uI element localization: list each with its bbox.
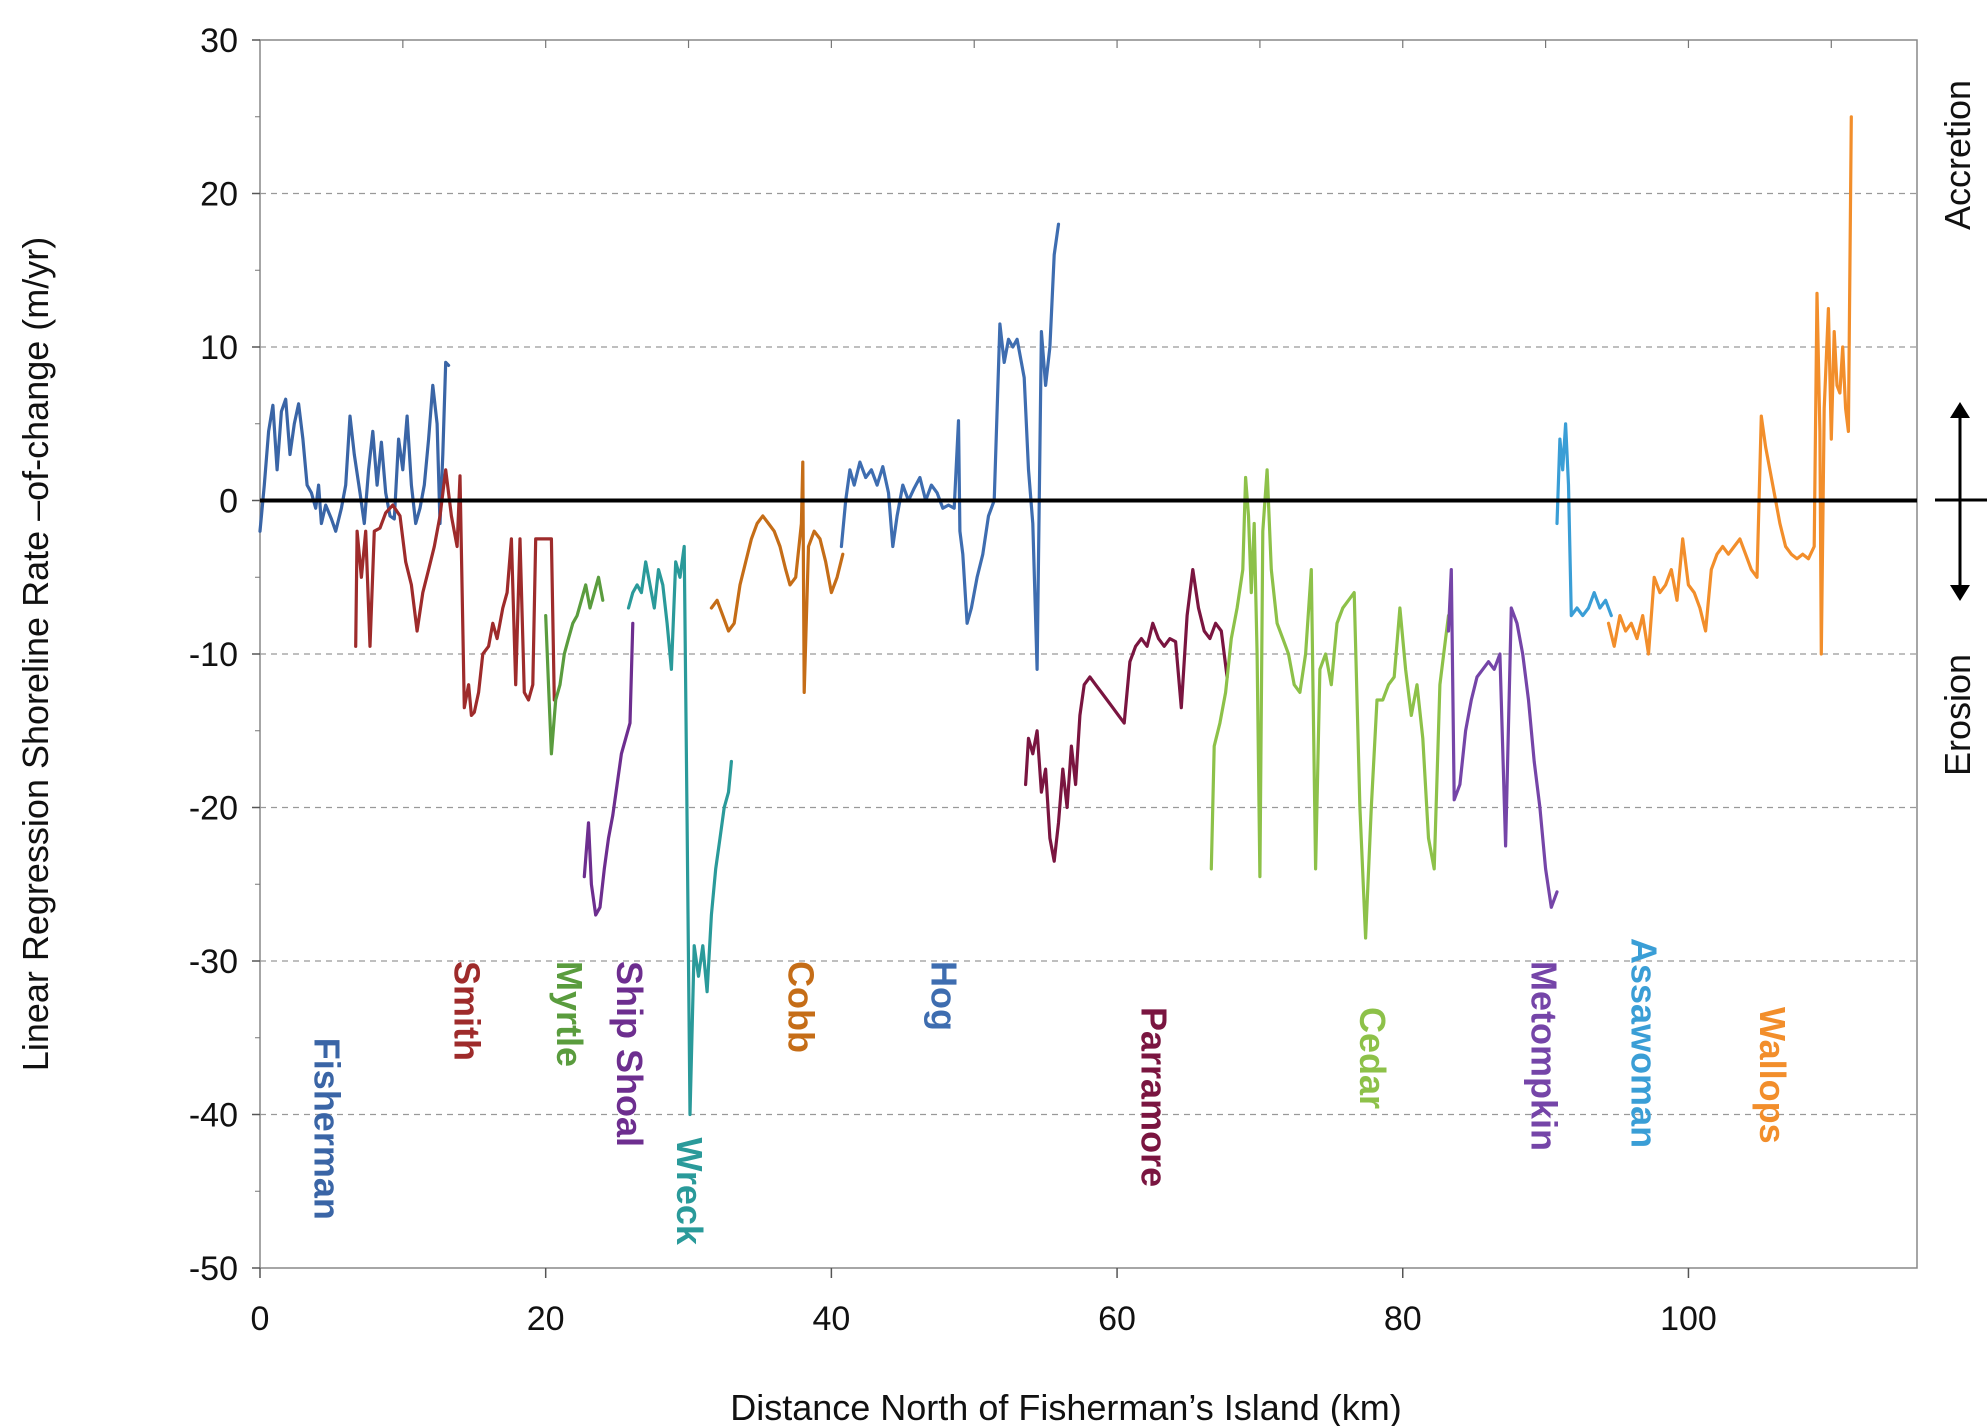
island-label-ship-shoal: Ship Shoal	[609, 961, 650, 1147]
series-line-hog	[839, 222, 1061, 671]
series-line-parramore	[1023, 568, 1229, 863]
series-line-fisherman	[258, 360, 451, 533]
series-line-smith	[354, 468, 556, 717]
y-tick-label: -40	[189, 1097, 238, 1135]
accretion-erosion-arrow	[1935, 402, 1987, 601]
y-tick-label: 0	[219, 483, 238, 521]
x-tick-label: 60	[1098, 1300, 1136, 1338]
island-label-cedar: Cedar	[1352, 1007, 1393, 1109]
series-line-myrtle	[544, 575, 605, 756]
island-label-parramore: Parramore	[1133, 1007, 1174, 1187]
series-line-ship-shoal	[582, 621, 635, 917]
island-label-cobb: Cobb	[781, 961, 822, 1053]
series-group	[258, 115, 1853, 1117]
x-tick-label: 40	[812, 1300, 850, 1338]
island-label-fisherman: Fisherman	[306, 1038, 347, 1220]
series-line-cobb	[709, 460, 845, 694]
x-tick-label: 20	[527, 1300, 565, 1338]
series-line-wreck	[626, 544, 733, 1117]
erosion-label: Erosion	[1937, 654, 1978, 776]
series-line-wallops	[1606, 115, 1853, 656]
x-axis-title: Distance North of Fisherman’s Island (km…	[730, 1387, 1402, 1426]
island-label-smith: Smith	[446, 961, 487, 1061]
x-tick-label: 100	[1660, 1300, 1717, 1338]
series-line-assawoman	[1555, 422, 1613, 618]
island-label-myrtle: Myrtle	[549, 961, 590, 1067]
island-label-metompkin: Metompkin	[1523, 961, 1564, 1151]
y-tick-label: -20	[189, 790, 238, 828]
y-tick-label: -10	[189, 636, 238, 674]
y-tick-label: 10	[200, 329, 238, 367]
series-line-metompkin	[1446, 568, 1559, 909]
island-label-assawoman: Assawoman	[1623, 938, 1664, 1148]
accretion-label: Accretion	[1937, 80, 1978, 230]
x-tick-label: 80	[1384, 1300, 1422, 1338]
island-label-wallops: Wallops	[1752, 1007, 1793, 1144]
y-axis-title: Linear Regression Shoreline Rate –of-cha…	[15, 237, 56, 1071]
island-label-wreck: Wreck	[669, 1138, 710, 1246]
y-tick-label: 30	[200, 22, 238, 60]
series-line-cedar	[1209, 468, 1451, 940]
y-tick-label: -50	[189, 1250, 238, 1288]
grid-lines	[260, 192, 1917, 1116]
x-tick-label: 0	[251, 1300, 270, 1338]
island-labels: Fisherman Smith Myrtle Ship Shoal Wreck Cobb H…	[306, 938, 1793, 1246]
y-tick-label: -30	[189, 943, 238, 981]
island-label-hog: Hog	[923, 961, 964, 1031]
y-tick-label: 20	[200, 176, 238, 214]
